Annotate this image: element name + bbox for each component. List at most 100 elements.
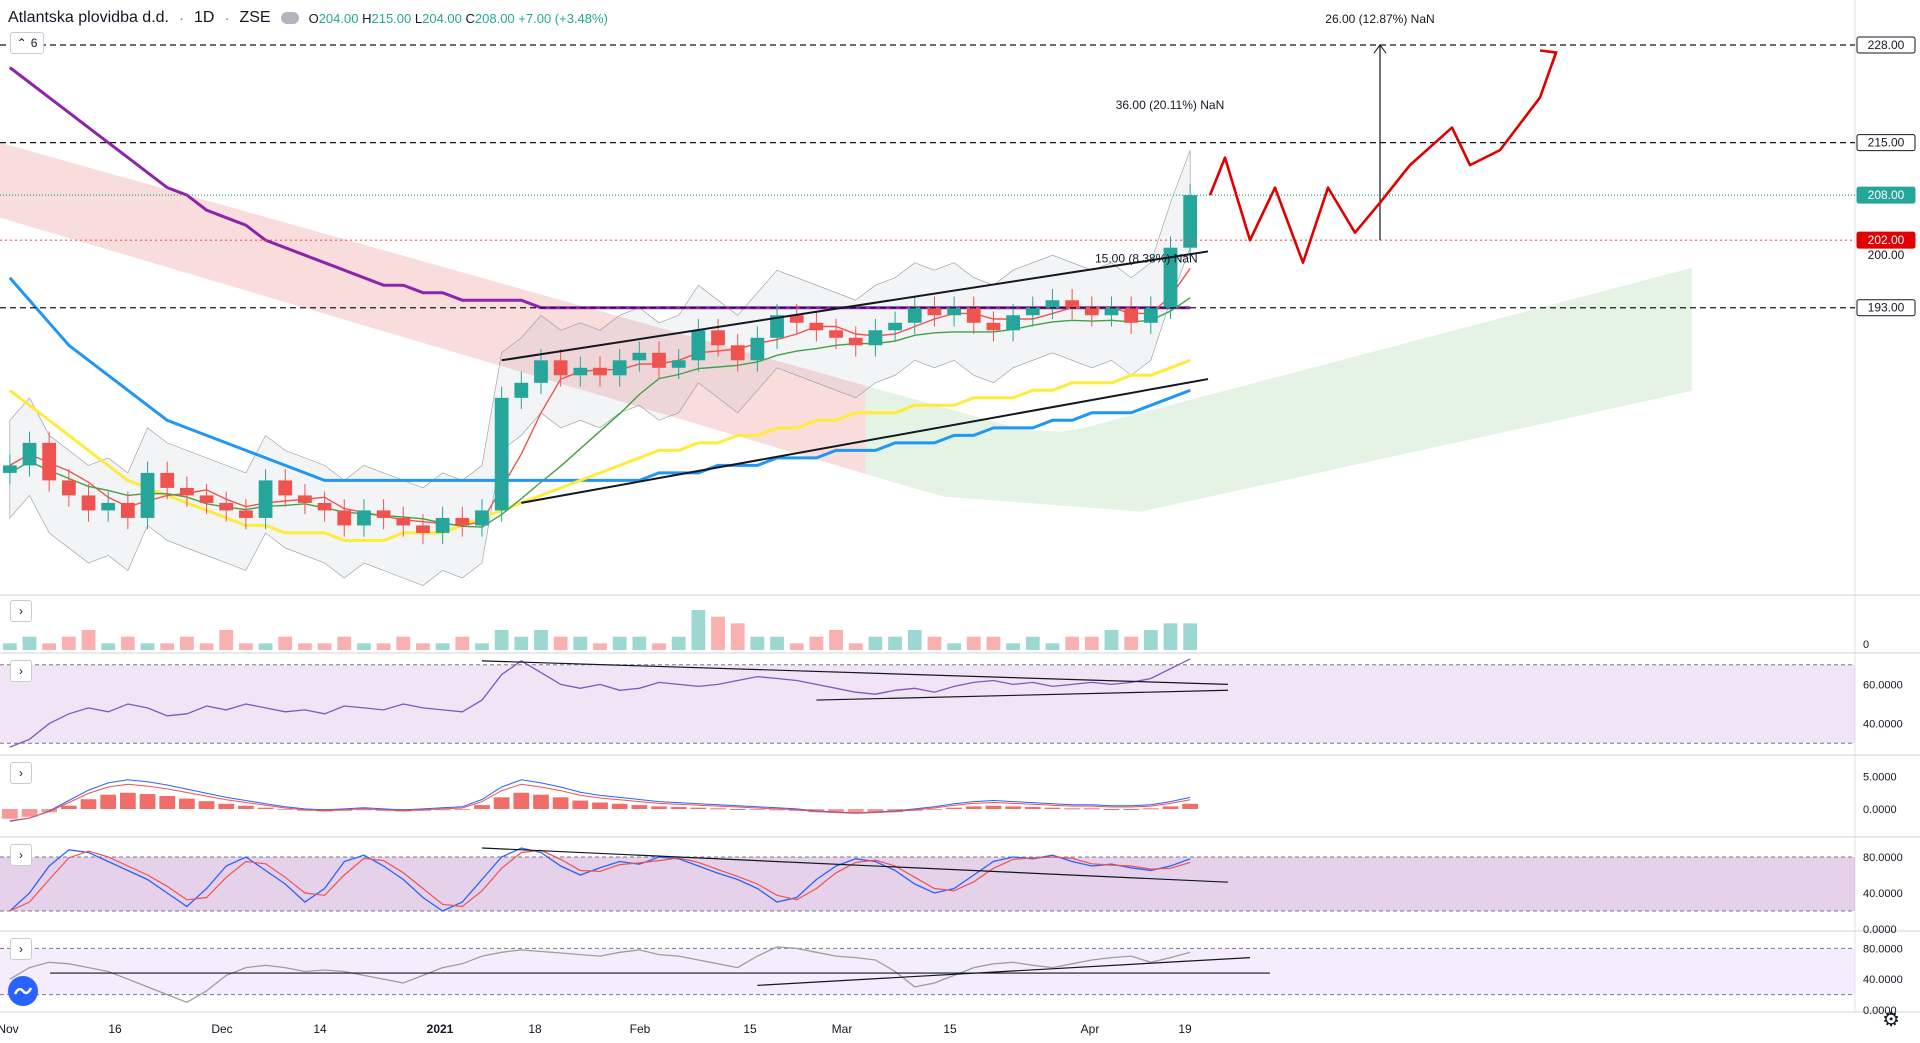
symbol-name[interactable]: Atlantska plovidba d.d.: [8, 9, 169, 26]
candle: [986, 322, 1001, 331]
visibility-eye-icon[interactable]: [280, 12, 299, 24]
volume-bar: [1084, 636, 1099, 650]
candle: [809, 322, 824, 331]
candle: [514, 382, 529, 398]
time-axis-label: Feb: [630, 1022, 651, 1036]
volume-bar: [416, 643, 430, 650]
price-label-box: [1856, 134, 1916, 152]
volume-bar: [337, 636, 352, 650]
volume-bar: [22, 636, 37, 650]
indicator-axis-label: 40.0000: [1863, 719, 1903, 731]
volume-bar: [986, 636, 1001, 650]
volume-bar: [1006, 643, 1020, 650]
candle: [534, 360, 548, 383]
change-value: +7.00 (+3.48%): [518, 10, 608, 26]
volume-bar: [927, 636, 942, 650]
volume-bar: [711, 616, 725, 650]
volume-axis-label: 0: [1863, 639, 1869, 651]
pane-collapse-button[interactable]: ›: [10, 660, 32, 682]
close-value: 208.00: [474, 10, 515, 26]
macd-histogram-bar: [572, 800, 589, 809]
price-label-box: [1856, 36, 1916, 54]
candle: [691, 330, 706, 361]
time-axis-label: Nov: [0, 1022, 19, 1036]
macd-histogram-bar: [867, 809, 884, 813]
macd-histogram-bar: [670, 807, 687, 809]
macd-histogram-bar: [1, 809, 18, 819]
indicator-toggle-button[interactable]: ⌃ 6: [10, 32, 44, 54]
macd-histogram-bar: [1142, 808, 1159, 810]
osc-trendline: [757, 957, 1251, 986]
pane-collapse-button[interactable]: ›: [10, 762, 32, 784]
candle: [298, 495, 312, 503]
candle: [888, 322, 902, 331]
interval-label[interactable]: 1D: [194, 9, 215, 26]
candle: [258, 480, 273, 518]
signal-line: [9, 783, 1191, 822]
candle: [671, 360, 686, 368]
macd-histogram-bar: [946, 807, 962, 809]
price-axis-label: 228.00: [1868, 38, 1905, 52]
gear-icon[interactable]: ⚙: [1882, 1009, 1900, 1031]
candle: [612, 360, 627, 376]
volume-bar: [42, 643, 57, 650]
price-axis-label: 200.00: [1868, 248, 1905, 262]
macd-histogram-bar: [592, 802, 608, 809]
volume-bar: [278, 636, 293, 650]
volume-bar: [671, 636, 686, 650]
price-axis-label: 202.00: [1868, 233, 1905, 247]
pane-collapse-button[interactable]: ›: [10, 600, 32, 622]
trendline-lower: [521, 378, 1209, 504]
macd-histogram-bar: [257, 807, 274, 809]
time-axis-label: 15: [743, 1022, 757, 1036]
macd-histogram-bar: [985, 805, 1002, 809]
indicator-axis-label: 0.0000: [1863, 924, 1897, 936]
macd-histogram-bar: [139, 794, 156, 809]
candle: [1163, 247, 1178, 308]
symbol-legend: Atlantska plovidba d.d. · 1D · ZSE O204.…: [8, 6, 608, 30]
volume-bar: [1183, 623, 1198, 650]
volume-bar: [750, 636, 765, 650]
macd-histogram-bar: [454, 809, 471, 810]
macd-histogram-bar: [1044, 807, 1061, 809]
volume-bar: [376, 643, 391, 650]
candle: [199, 495, 214, 503]
volume-bar: [730, 623, 745, 650]
pane-collapse-button[interactable]: ›: [10, 844, 32, 866]
volume-bar: [180, 636, 194, 650]
macd-histogram-bar: [651, 806, 667, 809]
candle: [61, 480, 76, 496]
tradingview-logo-icon[interactable]: [8, 976, 38, 1006]
price-axis-label: 208.00: [1868, 188, 1905, 202]
volume-bar: [553, 636, 568, 650]
volume-bar: [907, 630, 922, 650]
indicator-line: [9, 847, 1191, 912]
low-value: 204.00: [422, 10, 462, 26]
time-axis-label: 18: [528, 1022, 542, 1036]
candle: [593, 367, 607, 376]
candle: [416, 525, 430, 533]
volume-bar: [61, 636, 76, 650]
macd-histogram-bar: [631, 805, 648, 809]
macd-histogram-bar: [1103, 809, 1120, 810]
volume-bar: [593, 643, 607, 650]
macd-histogram-bar: [729, 809, 746, 810]
candle: [376, 510, 391, 518]
candle: [1045, 300, 1060, 308]
time-axis-label: Dec: [211, 1022, 232, 1036]
indicator-axis-label: 0.0000: [1863, 1005, 1897, 1017]
candle: [553, 360, 568, 376]
volume-bar: [239, 643, 253, 650]
macd-histogram-bar: [1083, 808, 1100, 810]
candle: [573, 367, 588, 376]
high-label: H: [362, 10, 372, 26]
macd-histogram-bar: [21, 809, 38, 817]
pane-collapse-button[interactable]: ›: [10, 938, 32, 960]
volume-bar: [317, 643, 332, 650]
volume-bar: [848, 643, 863, 650]
macd-histogram-bar: [533, 794, 549, 809]
candle: [357, 510, 371, 526]
volume-bar: [966, 636, 981, 650]
